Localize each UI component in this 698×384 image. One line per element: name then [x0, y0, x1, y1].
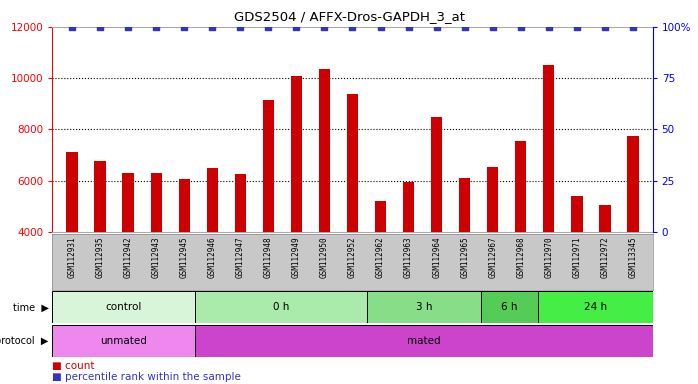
Bar: [94, 161, 105, 334]
Point: [66, 24, 77, 30]
Point: [347, 24, 358, 30]
Bar: [481, 291, 538, 323]
Bar: [179, 179, 190, 334]
Text: ■ percentile rank within the sample: ■ percentile rank within the sample: [52, 372, 242, 382]
Point: [431, 24, 443, 30]
Point: [628, 24, 639, 30]
Text: protocol  ▶: protocol ▶: [0, 336, 49, 346]
Bar: [538, 291, 653, 323]
Text: GSM112947: GSM112947: [236, 237, 245, 278]
Point: [543, 24, 554, 30]
Text: GSM112963: GSM112963: [404, 237, 413, 278]
Point: [151, 24, 162, 30]
Text: GDS2504 / AFFX-Dros-GAPDH_3_at: GDS2504 / AFFX-Dros-GAPDH_3_at: [234, 10, 464, 23]
Bar: [487, 167, 498, 334]
Text: GSM112950: GSM112950: [320, 237, 329, 278]
Point: [319, 24, 330, 30]
Text: GSM112949: GSM112949: [292, 237, 301, 278]
Text: GSM112965: GSM112965: [460, 237, 469, 278]
Text: GSM112946: GSM112946: [208, 237, 217, 278]
Point: [459, 24, 470, 30]
Text: GSM112967: GSM112967: [488, 237, 497, 278]
Text: GSM112971: GSM112971: [572, 237, 581, 278]
Text: GSM112952: GSM112952: [348, 237, 357, 278]
Point: [375, 24, 386, 30]
Point: [403, 24, 414, 30]
Text: 24 h: 24 h: [584, 302, 607, 313]
Text: GSM112964: GSM112964: [432, 237, 441, 278]
Bar: [291, 76, 302, 334]
Bar: [207, 168, 218, 334]
Text: GSM112943: GSM112943: [151, 237, 161, 278]
Text: GSM112962: GSM112962: [376, 237, 385, 278]
Bar: [235, 174, 246, 334]
Bar: [66, 152, 77, 334]
Text: GSM112931: GSM112931: [68, 237, 77, 278]
Bar: [122, 173, 134, 334]
Bar: [151, 173, 162, 334]
Point: [235, 24, 246, 30]
Bar: [52, 325, 195, 357]
Text: mated: mated: [407, 336, 440, 346]
Text: 3 h: 3 h: [416, 302, 432, 313]
Point: [94, 24, 105, 30]
Text: GSM112972: GSM112972: [600, 237, 609, 278]
Bar: [375, 201, 386, 334]
Text: GSM113345: GSM113345: [628, 237, 637, 278]
Point: [123, 24, 134, 30]
Bar: [403, 182, 414, 334]
Text: 6 h: 6 h: [501, 302, 518, 313]
Text: GSM112945: GSM112945: [179, 237, 188, 278]
Bar: [571, 196, 583, 334]
Point: [515, 24, 526, 30]
Bar: [543, 65, 554, 334]
Text: GSM112948: GSM112948: [264, 237, 273, 278]
Text: time  ▶: time ▶: [13, 302, 49, 313]
Bar: [195, 291, 366, 323]
Point: [262, 24, 274, 30]
Bar: [347, 94, 358, 334]
Text: GSM112968: GSM112968: [517, 237, 526, 278]
Point: [291, 24, 302, 30]
Bar: [459, 178, 470, 334]
Point: [207, 24, 218, 30]
Text: GSM112970: GSM112970: [544, 237, 554, 278]
Point: [179, 24, 190, 30]
Text: GSM112935: GSM112935: [96, 237, 105, 278]
Bar: [366, 291, 481, 323]
Text: GSM112942: GSM112942: [124, 237, 133, 278]
Bar: [628, 136, 639, 334]
Text: 0 h: 0 h: [273, 302, 289, 313]
Bar: [431, 117, 443, 334]
Text: ■ count: ■ count: [52, 361, 95, 371]
Point: [571, 24, 582, 30]
Text: unmated: unmated: [101, 336, 147, 346]
Point: [600, 24, 611, 30]
Bar: [319, 69, 330, 334]
Point: [487, 24, 498, 30]
Text: control: control: [105, 302, 142, 313]
Bar: [195, 325, 653, 357]
Bar: [515, 141, 526, 334]
Bar: [52, 291, 195, 323]
Bar: [262, 100, 274, 334]
Bar: [600, 205, 611, 334]
